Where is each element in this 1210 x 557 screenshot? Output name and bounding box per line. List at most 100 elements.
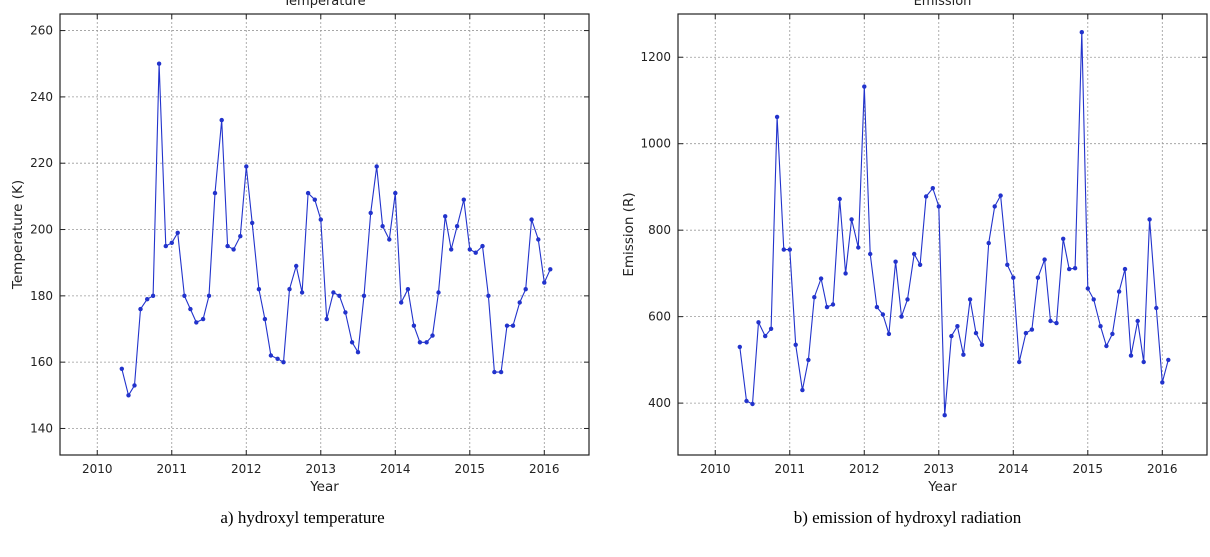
emission-data-point [1147, 217, 1152, 222]
temperature-x-tick-label: 2015 [455, 462, 486, 476]
temperature-data-point [145, 297, 150, 302]
emission-axes-frame [677, 13, 1208, 456]
emission-data-point [973, 330, 979, 336]
emission-data-point [1079, 30, 1084, 35]
emission-data-point [756, 320, 761, 325]
temperature-data-point [200, 316, 206, 322]
temperature-x-tick-label: 2011 [156, 462, 187, 476]
temperature-chart-caption: a) hydroxyl temperature [220, 508, 385, 527]
emission-x-axis-label: Year [927, 479, 957, 495]
emission-data-point [1005, 262, 1010, 267]
temperature-data-point [349, 340, 355, 345]
emission-data-point [768, 326, 774, 331]
emission-data-point [1048, 318, 1053, 324]
temperature-data-point [473, 250, 478, 255]
temperature-data-point [486, 293, 491, 298]
temperature-data-point [449, 247, 454, 252]
emission-data-point [1160, 380, 1165, 385]
temperature-data-point [405, 287, 411, 292]
temperature-data-point [443, 214, 448, 219]
emission-data-point [930, 186, 935, 191]
emission-data-point [1110, 331, 1115, 337]
emission-data-point [744, 398, 749, 404]
emission-series-line [739, 32, 1169, 416]
emission-data-point [781, 247, 786, 252]
emission-plot-area [678, 14, 1207, 455]
emission-data-point [1122, 266, 1128, 272]
emission-data-point [979, 342, 985, 347]
temperature-data-point [119, 366, 125, 371]
temperature-data-point [287, 287, 292, 292]
temperature-data-point [454, 224, 460, 229]
emission-data-point [824, 304, 830, 310]
emission-data-point [750, 401, 755, 407]
emission-data-point [912, 251, 917, 257]
emission-data-point [1011, 275, 1016, 280]
emission-y-axis-label: Emission (R) [621, 192, 637, 276]
temperature-data-point [275, 356, 280, 361]
temperature-data-point [194, 320, 199, 325]
temperature-data-point [206, 293, 212, 298]
emission-data-point [1135, 318, 1140, 324]
emission-data-point [1166, 357, 1171, 363]
temperature-data-point [188, 306, 193, 312]
temperature-data-point [231, 247, 236, 252]
temperature-y-tick-label: 140 [30, 421, 53, 435]
temperature-data-point [182, 293, 187, 298]
emission-data-point [793, 342, 798, 347]
emission-data-point [849, 217, 854, 222]
emission-data-point [1098, 324, 1103, 329]
emission-x-tick-label: 2012 [849, 462, 880, 476]
emission-data-point [856, 245, 861, 250]
emission-data-point [1067, 266, 1072, 272]
emission-data-point [998, 193, 1003, 198]
emission-data-point [1017, 359, 1022, 365]
emission-data-point [843, 271, 848, 276]
temperature-data-point [150, 293, 156, 298]
temperature-data-point [536, 237, 541, 242]
temperature-data-point [212, 190, 218, 196]
emission-data-point [917, 262, 923, 267]
emission-chart: Emission 2010 2011 2012 2013 2014 2015 2016 400 6… [621, 0, 1208, 495]
temperature-data-point [281, 360, 286, 365]
emission-x-tick-label: 2010 [700, 462, 731, 476]
emission-data-point [812, 295, 817, 300]
emission-y-tick-label: 1000 [640, 137, 671, 151]
emission-data-point [800, 387, 805, 393]
temperature-data-point [380, 224, 385, 229]
emission-title: Emission [914, 0, 972, 9]
emission-data-point [1023, 330, 1029, 336]
emission-data-point [949, 333, 954, 339]
temperature-data-point [467, 247, 472, 252]
emission-data-point [1128, 353, 1134, 358]
temperature-data-point [424, 340, 429, 345]
emission-data-point [868, 251, 873, 257]
temperature-chart-panel: Temperature 2010 2011 2012 2013 2014 2015 2016 1… [10, 0, 590, 527]
emission-data-point [1091, 297, 1096, 302]
emission-data-point [874, 304, 880, 310]
temperature-data-point [542, 280, 547, 285]
temperature-data-point [461, 197, 466, 202]
temperature-y-axis-label: Temperature (K) [10, 180, 26, 290]
temperature-x-tick-label: 2013 [306, 462, 337, 476]
temperature-data-point [305, 190, 311, 196]
temperature-title: Temperature [282, 0, 365, 9]
temperature-data-point [510, 323, 516, 328]
temperature-data-point [387, 237, 392, 242]
emission-x-tick-label: 2014 [998, 462, 1029, 476]
emission-data-point [936, 204, 941, 209]
temperature-data-point [318, 217, 323, 222]
temperature-y-tick-label: 200 [30, 223, 53, 237]
emission-data-point [763, 333, 768, 339]
temperature-x-tick-label: 2014 [380, 462, 411, 476]
temperature-data-point [169, 240, 174, 245]
emission-data-point [1029, 327, 1035, 332]
temperature-data-point [262, 316, 268, 322]
emission-data-point [837, 196, 842, 202]
emission-data-point [1104, 343, 1109, 349]
emission-data-point [967, 297, 973, 302]
emission-data-point [1061, 236, 1066, 241]
emission-data-point [1072, 266, 1078, 271]
temperature-data-point [126, 393, 131, 398]
emission-data-point [774, 114, 780, 120]
